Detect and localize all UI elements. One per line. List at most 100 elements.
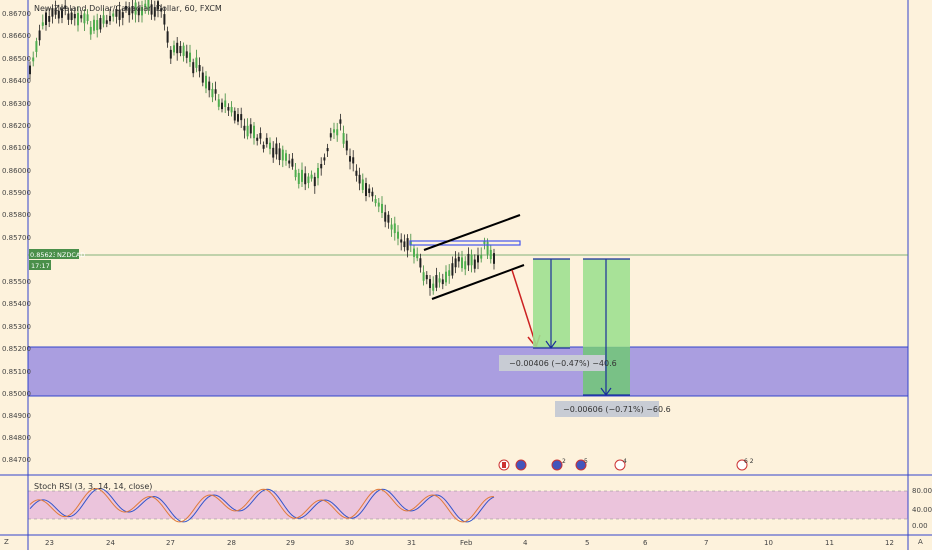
date-tick: 23: [45, 539, 54, 547]
date-tick: 10: [764, 539, 773, 547]
flag-nz-icon-2[interactable]: [551, 459, 563, 471]
candle-body: [288, 160, 291, 164]
candle-body: [435, 275, 438, 288]
economic-events[interactable]: 2 5 4 6 2: [498, 458, 754, 471]
candle-body: [480, 255, 483, 259]
measure-text-2: −0.00606 (−0.71%) −60.6: [563, 405, 671, 414]
candle-body: [393, 223, 396, 234]
candle-body: [416, 253, 419, 259]
time-axis[interactable]: 23 24 27 28 29 30 31 Feb 4 5 6 7 10 11 12: [45, 539, 894, 547]
candle-body: [141, 6, 143, 16]
candle-body: [326, 148, 329, 152]
candle-body: [173, 45, 175, 53]
candle-body: [157, 1, 159, 10]
candle-body: [275, 143, 278, 155]
candle-body: [70, 12, 73, 21]
candle-body: [486, 241, 489, 255]
candle-body: [425, 274, 428, 280]
candle-body: [329, 133, 332, 138]
candle-body: [291, 158, 294, 167]
measure-label-2: [555, 401, 659, 417]
candle-body: [438, 278, 441, 283]
candle-body: [278, 148, 281, 161]
support-zone[interactable]: [27, 346, 909, 397]
date-tick: 6: [643, 539, 648, 547]
candle-body: [313, 176, 316, 187]
osc-tick-80: 80.00: [912, 487, 932, 495]
candle-body: [457, 256, 460, 262]
candle-body: [400, 239, 403, 243]
candle-body: [89, 26, 92, 35]
candle-body: [83, 13, 86, 24]
candle-body: [342, 133, 345, 144]
candle-body: [432, 283, 435, 291]
resistance-band[interactable]: [409, 240, 521, 246]
flag-nz-icon[interactable]: [515, 459, 527, 471]
channel-upper-line[interactable]: [423, 214, 521, 251]
date-tick: 28: [227, 539, 236, 547]
price-axis[interactable]: 0.86700 0.86600 0.86500 0.86400 0.86300 0.862…: [2, 10, 31, 464]
candle-body: [169, 49, 172, 59]
projection-arrow[interactable]: [511, 269, 537, 346]
stoch-rsi-lines: [29, 487, 495, 523]
candle-body: [230, 106, 233, 113]
candle-body: [489, 249, 492, 260]
candle-body: [397, 231, 399, 239]
candle-body: [461, 257, 463, 269]
candle-body: [339, 119, 342, 124]
candle-body: [467, 253, 470, 266]
flag-ca-icon-2[interactable]: [614, 459, 626, 471]
candle-body: [374, 199, 377, 204]
candle-body: [240, 114, 243, 121]
price-tick: 0.86500: [2, 55, 31, 63]
flag-ca-icon-3[interactable]: [736, 459, 748, 471]
candle-body: [109, 15, 111, 22]
candle-body: [118, 9, 121, 20]
candle-body: [323, 157, 326, 161]
flag-nz-icon-3[interactable]: [575, 459, 587, 471]
date-tick: 30: [345, 539, 354, 547]
price-tick: 0.86300: [2, 100, 31, 108]
stoch-line: [29, 487, 495, 523]
price-tick: 0.85000: [2, 390, 31, 398]
symbol-tag-text: NZDCAD: [57, 251, 85, 259]
candle-body: [166, 31, 169, 43]
candle-body: [448, 270, 451, 276]
candle-body: [182, 45, 185, 56]
price-tick: 0.85400: [2, 300, 31, 308]
price-tick: 0.85700: [2, 234, 31, 242]
zoom-icon[interactable]: Z: [4, 538, 9, 546]
candle-body: [102, 15, 105, 24]
auto-scale-icon[interactable]: A: [918, 538, 923, 546]
candle-body: [185, 51, 188, 58]
measure-label-1: [499, 355, 605, 371]
candle-body: [99, 18, 102, 30]
price-tick: 0.86600: [2, 32, 31, 40]
candle-body: [160, 8, 163, 12]
candle-body: [201, 72, 204, 83]
candle-body: [38, 30, 41, 41]
candle-body: [128, 7, 131, 16]
candle-body: [477, 255, 479, 263]
candle-body: [80, 15, 83, 19]
candle-body: [150, 4, 153, 15]
price-tick: 0.85500: [2, 278, 31, 286]
candle-body: [377, 202, 380, 207]
candle-body: [45, 12, 47, 26]
svg-text:4: 4: [623, 458, 627, 465]
date-tick: 29: [286, 539, 295, 547]
candle-body: [403, 241, 406, 248]
candle-body: [115, 9, 118, 17]
candle-body: [121, 12, 124, 18]
last-price-tag: [29, 249, 55, 259]
candle-body: [419, 258, 422, 268]
date-tick: 11: [825, 539, 834, 547]
channel-lower-line[interactable]: [431, 264, 525, 300]
candle-body: [361, 179, 364, 190]
candle-body: [48, 16, 51, 22]
candle-body: [493, 253, 495, 264]
candle-body: [365, 183, 367, 196]
candle-body: [285, 153, 287, 161]
